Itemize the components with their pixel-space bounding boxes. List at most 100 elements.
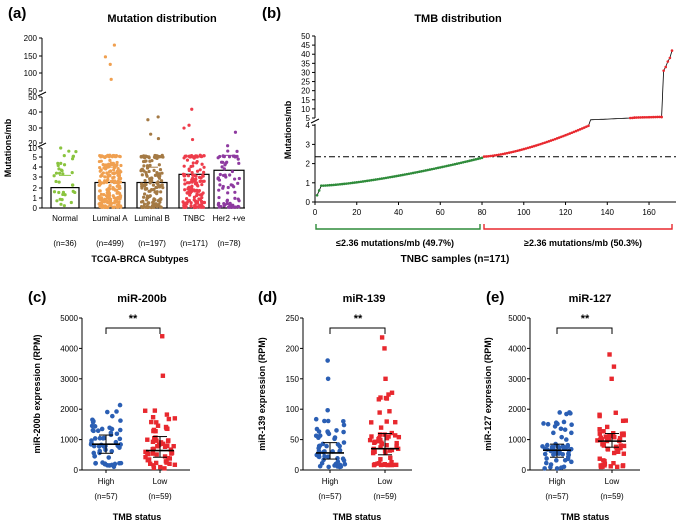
panel-d-title: miR-139	[343, 293, 386, 305]
panel-a-point	[109, 161, 113, 165]
panel-b-point	[453, 162, 457, 166]
panel-a-point	[111, 194, 115, 198]
panel-a-point	[117, 186, 121, 191]
panel-c-point	[117, 402, 123, 408]
panel-a-point	[99, 168, 103, 172]
panel-b-point	[662, 69, 665, 72]
panel-e-point	[620, 463, 626, 468]
panel-b-point	[436, 166, 440, 170]
panel-b-point	[555, 137, 559, 140]
panel-b-point	[380, 177, 384, 180]
panel-b-point	[666, 60, 670, 63]
panel-a-point	[143, 192, 147, 196]
panel-d-point	[389, 459, 394, 465]
panel-a-point	[150, 179, 154, 183]
panel-d-point	[384, 435, 390, 441]
panel-a-point	[152, 187, 156, 192]
panel-d-point	[396, 434, 402, 440]
panel-a-point	[115, 160, 119, 165]
panel-a-ytick-label: 10	[28, 144, 37, 153]
panel-e-n-high: (n=57)	[545, 492, 569, 501]
panel-c-point	[92, 436, 98, 441]
panel-a-point	[184, 202, 188, 206]
panel-b-xtick-label: 20	[352, 208, 361, 217]
panel-b-point	[670, 49, 674, 52]
panel-b-point	[357, 180, 361, 184]
panel-a-point	[107, 193, 111, 197]
panel-a-point	[55, 199, 59, 203]
panel-a-point	[190, 187, 194, 191]
panel-e-point	[618, 445, 623, 451]
panel-a-point	[99, 174, 103, 178]
panel-a-point	[116, 195, 120, 200]
panel-a-cat-her2: Her2 +ve	[213, 214, 246, 223]
panel-b-ytick-label: 3	[306, 140, 311, 149]
panel-a-point	[97, 179, 102, 183]
panel-a-point	[186, 187, 190, 191]
panel-e-point	[569, 430, 574, 436]
panel-b-point	[330, 183, 334, 187]
panel-b-point	[643, 116, 647, 119]
panel-b-point	[407, 172, 411, 176]
panel-b-point	[345, 182, 348, 185]
panel-a-point	[99, 192, 104, 196]
panel-b-point	[332, 183, 336, 187]
panel-d-sig-bracket	[329, 327, 386, 334]
panel-a-point	[233, 130, 238, 134]
panel-a-point	[118, 176, 123, 181]
panel-a-ytick-label: 50	[28, 93, 37, 102]
panel-d-point	[314, 426, 320, 432]
panel-c-group-low: Low	[153, 477, 168, 486]
panel-c-point	[154, 420, 159, 425]
panel-a-point	[187, 154, 191, 158]
panel-b-point	[553, 137, 557, 141]
panel-b-point	[543, 141, 546, 145]
panel-e-ytick-label: 0	[522, 466, 527, 475]
panel-c-point	[155, 423, 161, 428]
panel-b-point	[447, 164, 450, 167]
panel-c-point	[150, 451, 156, 456]
panel-e-point	[553, 458, 559, 463]
panel-a-point	[116, 190, 120, 195]
panel-c-group-high: High	[98, 477, 114, 486]
panel-c-point	[167, 461, 172, 467]
panel-b-point	[413, 171, 417, 174]
panel-a-point	[117, 200, 121, 204]
panel-e-point	[605, 446, 610, 452]
panel-b-point	[568, 132, 572, 135]
panel-b-point	[656, 115, 659, 119]
panel-b-point	[664, 65, 668, 69]
panel-d-point	[322, 418, 327, 424]
panel-b-xtick-label: 140	[601, 208, 615, 217]
panel-c-point	[95, 428, 101, 434]
panel-b-point	[359, 180, 363, 184]
panel-a-point	[118, 195, 123, 199]
panel-a-point	[59, 161, 63, 166]
panel-e-point	[562, 427, 568, 432]
panel-b-point	[628, 116, 632, 120]
panel-e-point	[607, 352, 612, 357]
panel-e-point	[620, 418, 626, 424]
panel-a-point	[190, 189, 194, 193]
panel-d-point	[387, 409, 392, 414]
panel-d-point	[326, 454, 331, 460]
panel-e-point	[614, 464, 620, 470]
panel-a-point	[227, 155, 232, 159]
panel-b-point	[633, 116, 636, 119]
panel-a-point	[198, 179, 202, 183]
panel-d-point	[325, 418, 331, 424]
panel-b-point	[319, 184, 323, 187]
panel-c-ytick-label: 3000	[60, 375, 78, 384]
panel-a-point	[189, 204, 193, 208]
panel-d-point	[378, 445, 383, 450]
panel-c-point	[114, 431, 120, 437]
panel-e-point	[602, 463, 607, 468]
panel-c-point	[104, 409, 110, 415]
panel-d-point	[379, 335, 385, 340]
panel-a-point	[116, 180, 121, 184]
panel-b-point	[370, 178, 373, 182]
panel-c-point	[148, 461, 153, 466]
panel-a-point	[74, 150, 78, 154]
panel-a-point	[218, 183, 222, 187]
